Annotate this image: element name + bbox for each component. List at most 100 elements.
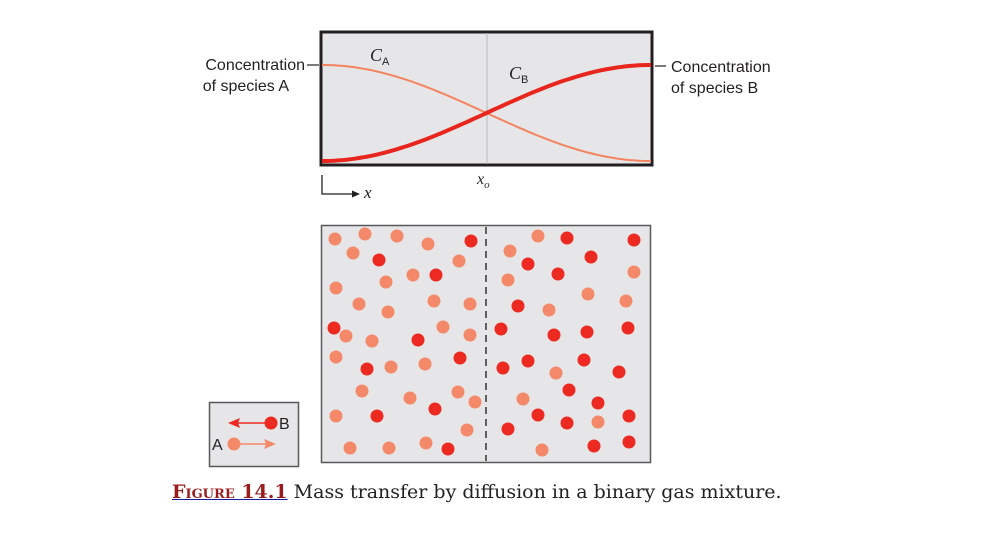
molecule-species-a [346,246,360,260]
molecule-species-b [587,439,601,453]
molecules-group [327,227,641,457]
molecule-species-b [521,354,535,368]
molecule-species-b [494,322,508,336]
molecule-species-b [496,361,510,375]
molecule-species-b [551,267,565,281]
molecule-species-a [382,441,396,455]
molecule-species-b [511,299,525,313]
legend: B A [208,401,300,468]
x-axis-label: x [363,183,372,202]
molecule-species-a [365,334,379,348]
molecule-species-b [441,442,455,456]
molecule-species-b [327,321,341,335]
molecule-species-a [343,441,357,455]
molecule-species-a [542,303,556,317]
molecule-species-b [584,250,598,264]
molecule-species-a [381,305,395,319]
x-axis-arrow-icon [321,175,360,198]
molecule-species-b [360,362,374,376]
molecule-species-a [463,328,477,342]
molecule-species-a [355,384,369,398]
molecule-species-a [452,254,466,268]
molecule-species-b [560,231,574,245]
midpoint-subscript: o [484,179,490,191]
legend-label-a: A [212,437,223,454]
molecule-species-a [460,423,474,437]
molecule-species-a [419,436,433,450]
molecule-species-b [372,253,386,267]
midpoint-symbol: x [476,171,484,188]
molecule-species-a [352,297,366,311]
molecule-species-b [464,234,478,248]
molecule-species-a [451,385,465,399]
gas-mixture-box [320,224,652,464]
species-b-label-line2: of species B [671,80,758,97]
figure-caption: Figure 14.1 Mass transfer by diffusion i… [172,481,782,503]
species-a-label-line2: of species A [203,78,290,95]
molecule-species-b [370,409,384,423]
molecule-species-b [621,321,635,335]
curve-a-subscript: A [382,56,390,68]
molecule-species-a [581,287,595,301]
molecule-species-b [429,268,443,282]
arrow-right-icon [234,439,276,449]
molecule-species-a [591,415,605,429]
molecule-species-b [501,422,515,436]
molecule-species-b [580,325,594,339]
molecule-species-b [521,257,535,271]
molecule-species-b [612,365,626,379]
molecule-species-a [390,229,404,243]
molecule-species-a [535,443,549,457]
molecule-species-a [531,229,545,243]
molecule-species-a [328,232,342,246]
caption-text: Mass transfer by diffusion in a binary g… [287,481,782,503]
molecule-species-a [406,268,420,282]
molecule-species-a [339,329,353,343]
legend-molecule-b [264,416,278,430]
molecule-species-b [591,396,605,410]
molecule-species-a [403,391,417,405]
species-b-label-line1: Concentration [671,59,771,76]
molecule-species-a [329,409,343,423]
curve-b-subscript: B [521,74,528,86]
midpoint-label: xo [476,171,490,191]
molecule-species-a [501,273,515,287]
curve-b-label: CB [509,63,528,86]
molecule-species-a [436,320,450,334]
molecule-species-a [329,350,343,364]
molecule-species-a [421,237,435,251]
molecule-species-a [427,294,441,308]
species-a-label-line1: Concentration [205,57,305,74]
curve-species-b [322,63,651,163]
molecule-species-a [627,265,641,279]
curve-a-symbol: C [370,45,383,65]
molecule-species-b [531,408,545,422]
molecule-species-b [411,333,425,347]
molecule-species-a [379,275,393,289]
molecule-species-a [468,395,482,409]
molecule-species-b [622,435,636,449]
molecule-species-a [549,366,563,380]
legend-label-b: B [279,416,290,433]
molecule-species-b [560,416,574,430]
figure-number-link[interactable]: Figure 14.1 [172,481,288,503]
curve-b-symbol: C [509,63,522,83]
molecule-species-a [418,357,432,371]
molecule-species-a [384,360,398,374]
concentration-graph: Concentration of species A Concentration… [203,30,771,202]
molecule-species-a [619,294,633,308]
molecule-species-a [516,392,530,406]
molecule-species-b [453,351,467,365]
molecule-species-b [577,353,591,367]
molecule-species-b [428,402,442,416]
molecule-species-b [622,409,636,423]
curve-a-label: CA [370,45,390,68]
molecule-species-a [329,281,343,295]
molecule-species-b [547,328,561,342]
molecule-species-b [627,233,641,247]
legend-box [208,401,300,468]
molecule-species-b [562,383,576,397]
molecule-species-a [358,227,372,241]
molecule-species-a [503,244,517,258]
